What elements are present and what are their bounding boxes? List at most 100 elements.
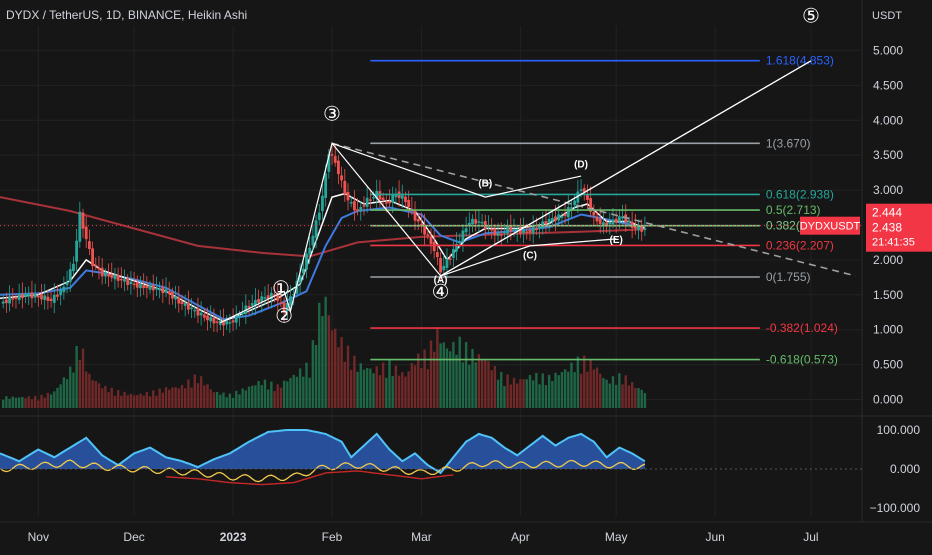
price-tick-label: 5.000 [873,43,903,57]
volume-bar [24,398,27,408]
volume-bar [516,383,519,408]
candle-body [180,301,184,305]
volume-bar [1,399,5,408]
candle-body [135,282,139,288]
volume-bar [257,381,260,408]
candle-body [480,221,484,224]
candle-body [442,265,446,271]
candle-body [496,232,500,236]
candle-body [557,214,561,221]
candle-body [589,198,593,212]
volume-bar [535,372,538,408]
volume-bar [468,364,471,408]
volume-bar [139,393,142,408]
volume-bar [432,351,436,408]
wave-label: ③ [323,103,341,125]
volume-bar [567,371,570,408]
volume-bar [391,376,394,408]
volume-bar [579,373,583,408]
candle-body [477,221,481,223]
volume-bar [401,372,404,408]
oscillator-area [0,430,645,473]
candle-body [560,216,564,218]
volume-bar [94,381,97,408]
volume-bar [276,384,279,408]
candle-body [107,273,110,277]
candle-body [43,295,47,301]
fib-level-label: 0.5(2.713) [766,203,821,217]
candle-body [177,297,181,304]
candle-body [65,282,69,286]
volume-bar [78,360,82,408]
candle-body [595,216,599,222]
volume-bar [244,390,248,408]
candle-body [474,219,478,224]
volume-bar [554,372,557,408]
candle-body [247,305,251,308]
candle-body [142,285,146,289]
candle-body [289,296,292,306]
candle-body [279,302,283,304]
volume-bar [410,363,414,408]
volume-bar [196,383,200,408]
volume-bar [375,366,378,408]
volume-bar [85,371,88,408]
volume-bar [442,342,445,408]
time-tick-label: Feb [322,530,343,544]
elliott-wave-drawing[interactable]: ① ② ③ ④ ⑤ (A) (B) (C) (D) (E) [220,6,856,328]
volume-bar [298,368,302,408]
candle-body [582,188,586,192]
candle-body [292,294,296,296]
volume-bar [190,387,193,408]
last-price-label: 2.444 [872,206,902,220]
candle-body [435,252,439,258]
dashed-trendline[interactable] [331,142,856,277]
candle-body [87,241,91,249]
volume-bar [583,355,586,408]
volume-bar [394,365,398,408]
candle-body [611,219,615,225]
candle-body [33,293,37,298]
volume-bar [254,385,257,408]
volume-bar [81,348,85,408]
volume-bars [1,296,647,408]
candles [1,143,647,336]
volume-bar [611,376,615,408]
volume-bar [91,380,94,408]
volume-bar [69,366,72,408]
volume-bar [436,327,439,408]
volume-bar [634,387,637,408]
candle-body [458,241,462,243]
current-price-label: 2.438 [872,221,902,235]
fib-level-label: 1(3.670) [766,136,811,150]
candle-body [126,278,130,286]
candle-body [451,249,455,258]
volume-bar [448,351,452,408]
candle-body [554,216,557,221]
candle-body [97,267,101,270]
volume-bar [183,388,187,408]
volume-bar [343,361,346,408]
volume-bar [116,390,120,408]
price-tick-label: 4.500 [873,78,903,92]
triangle-line[interactable] [440,238,617,277]
candle-body [193,309,197,312]
wave-label: ⑤ [802,6,820,28]
volume-bar [235,390,238,408]
volume-bar [417,353,420,408]
fibonacci-extension[interactable]: 1.618(4.853) 1(3.670) 0.618(2.938) 0.5(2.71… [370,54,838,367]
impulse-wave-line[interactable] [220,60,812,324]
volume-bar [152,390,155,408]
candle-body [337,160,340,175]
volume-bar [177,388,180,408]
candle-body [538,226,541,229]
candle-body [40,294,43,300]
volume-bar [72,372,75,408]
volume-bar [528,374,532,408]
volume-bar [557,375,560,408]
triangle-line[interactable] [331,142,582,198]
candle-body [423,224,427,235]
volume-bar [97,383,101,408]
